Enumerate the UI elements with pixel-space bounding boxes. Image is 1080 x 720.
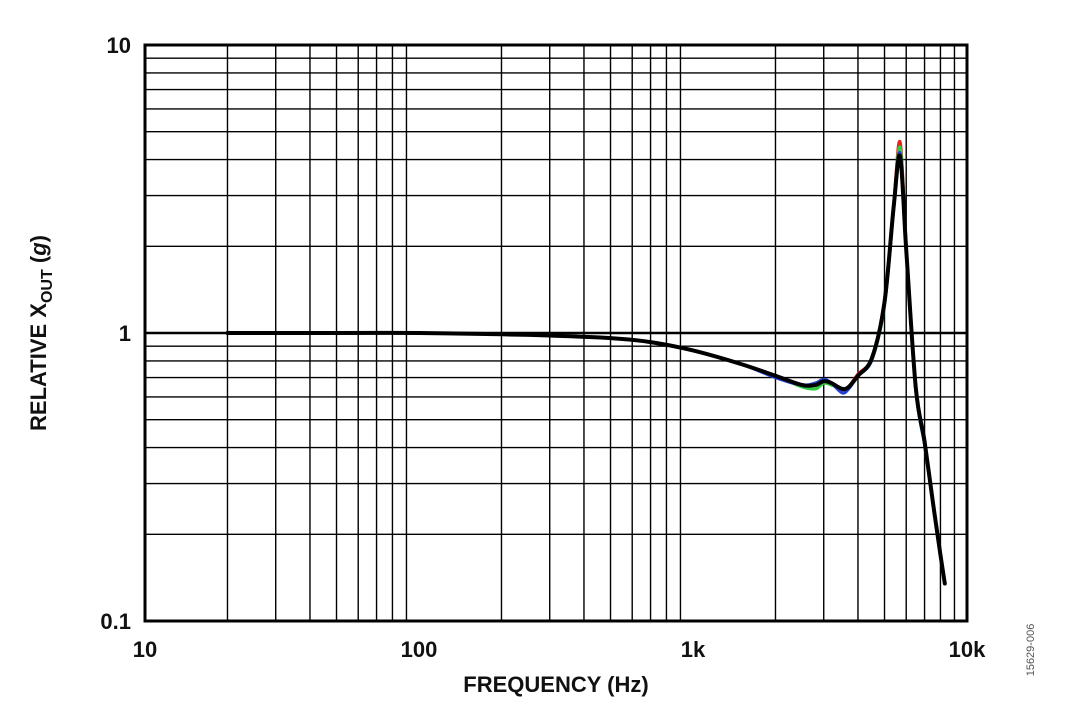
series-line-3 (225, 150, 947, 586)
y-tick-label: 1 (119, 321, 131, 346)
x-tick-label: 10k (949, 637, 986, 662)
x-tick-label: 1k (681, 637, 706, 662)
series-line-4 (225, 153, 947, 586)
y-axis-title-suffix: ( (26, 255, 51, 269)
y-axis-title: RELATIVE XOUT (g) (26, 235, 56, 431)
series-line-1 (225, 139, 947, 586)
series-line-2 (225, 145, 947, 586)
y-axis-title-unit: g (26, 242, 51, 257)
y-tick-label: 0.1 (100, 609, 131, 634)
y-axis-title-subscript: OUT (39, 269, 56, 303)
y-axis-title-close: ) (26, 235, 51, 242)
x-axis-title: FREQUENCY (Hz) (463, 672, 648, 697)
grid (145, 45, 967, 621)
y-tick-label: 10 (107, 33, 131, 58)
series-lines (225, 139, 947, 586)
tick-labels: 10 100 1k 10k 0.1 1 10 (100, 33, 986, 662)
y-axis-title-prefix: RELATIVE X (26, 303, 51, 431)
x-tick-label: 10 (133, 637, 157, 662)
plot-frame (143, 43, 969, 623)
figure-id: 15629-006 (1025, 624, 1037, 677)
x-tick-label: 100 (401, 637, 438, 662)
